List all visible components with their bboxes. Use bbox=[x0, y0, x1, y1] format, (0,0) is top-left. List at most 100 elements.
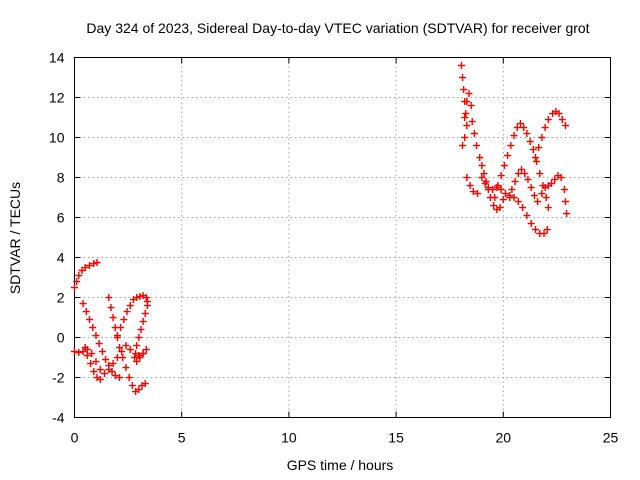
data-point-marker bbox=[463, 122, 471, 129]
data-point-marker bbox=[139, 350, 147, 357]
data-point-marker bbox=[530, 192, 538, 199]
data-point-marker bbox=[116, 374, 124, 381]
data-point-marker bbox=[561, 198, 569, 205]
data-point-marker bbox=[469, 188, 477, 195]
data-point-marker bbox=[460, 86, 468, 93]
y-tick-label: 4 bbox=[57, 250, 65, 266]
data-point-marker bbox=[111, 372, 119, 379]
data-point-marker bbox=[544, 204, 552, 211]
data-point-marker bbox=[542, 194, 550, 201]
data-point-marker bbox=[89, 324, 97, 331]
data-point-marker bbox=[79, 348, 87, 355]
data-point-marker bbox=[470, 130, 478, 137]
y-tick-label: 6 bbox=[57, 210, 65, 226]
data-point-marker bbox=[79, 300, 87, 307]
data-point-marker bbox=[465, 90, 473, 97]
data-point-marker bbox=[102, 356, 110, 363]
data-point-marker bbox=[87, 360, 95, 367]
data-point-marker bbox=[513, 124, 521, 131]
data-point-marker bbox=[478, 174, 486, 181]
data-point-marker bbox=[81, 264, 89, 271]
data-point-marker bbox=[83, 352, 91, 359]
data-point-marker bbox=[500, 162, 508, 169]
data-point-marker bbox=[92, 332, 100, 339]
data-point-marker bbox=[476, 154, 484, 161]
data-point-marker bbox=[481, 180, 489, 187]
data-point-marker bbox=[95, 340, 103, 347]
data-point-marker bbox=[119, 354, 127, 361]
data-point-marker bbox=[523, 130, 531, 137]
data-point-marker bbox=[531, 226, 539, 233]
data-point-marker bbox=[457, 62, 465, 69]
data-point-marker bbox=[462, 110, 470, 117]
data-point-marker bbox=[463, 98, 471, 105]
data-point-marker bbox=[473, 142, 480, 149]
data-point-marker bbox=[133, 342, 141, 349]
data-point-marker bbox=[132, 350, 140, 357]
data-point-marker bbox=[98, 348, 106, 355]
data-point-marker bbox=[139, 318, 147, 325]
data-point-marker bbox=[520, 124, 528, 131]
data-point-marker bbox=[113, 332, 121, 339]
data-point-marker bbox=[142, 346, 150, 353]
data-point-marker bbox=[461, 114, 469, 121]
data-point-marker bbox=[507, 142, 515, 149]
x-tick-label: 5 bbox=[178, 430, 186, 446]
data-point-marker bbox=[88, 350, 96, 357]
data-point-marker bbox=[92, 358, 100, 365]
data-point-marker bbox=[123, 308, 131, 315]
y-axis-label: SDTVAR / TECUs bbox=[7, 182, 23, 294]
grid-layer bbox=[74, 57, 611, 418]
data-point-marker bbox=[497, 172, 505, 179]
data-point-marker bbox=[71, 284, 78, 291]
data-point-marker bbox=[108, 368, 116, 375]
data-point-marker bbox=[90, 368, 98, 375]
data-point-marker bbox=[118, 348, 126, 355]
data-point-marker bbox=[524, 176, 532, 183]
data-point-marker bbox=[459, 142, 467, 149]
data-point-marker bbox=[478, 162, 486, 169]
data-point-marker bbox=[468, 118, 476, 125]
data-point-marker bbox=[501, 190, 509, 197]
data-point-marker bbox=[497, 186, 505, 193]
data-point-marker bbox=[128, 382, 136, 389]
y-tick-label: 14 bbox=[49, 50, 65, 66]
data-point-marker bbox=[538, 134, 546, 141]
data-point-marker bbox=[514, 170, 522, 177]
data-point-marker bbox=[126, 346, 134, 353]
data-point-marker bbox=[506, 194, 514, 201]
data-point-marker bbox=[75, 272, 83, 279]
data-point-marker bbox=[459, 74, 467, 81]
y-tick-label: -2 bbox=[52, 370, 65, 386]
data-point-marker bbox=[96, 366, 104, 373]
data-point-marker bbox=[467, 102, 475, 109]
x-tick-label: 10 bbox=[281, 430, 297, 446]
data-point-marker bbox=[126, 302, 134, 309]
data-point-marker bbox=[135, 386, 143, 393]
data-point-marker bbox=[71, 348, 78, 355]
data-point-marker bbox=[533, 158, 541, 165]
data-point-marker bbox=[551, 176, 559, 183]
data-point-marker bbox=[490, 202, 498, 209]
data-point-marker bbox=[508, 186, 516, 193]
data-point-marker bbox=[491, 194, 499, 201]
data-point-marker bbox=[541, 124, 549, 131]
data-point-marker bbox=[514, 198, 522, 205]
data-point-marker bbox=[136, 354, 144, 361]
data-point-marker bbox=[82, 308, 90, 315]
data-point-marker bbox=[75, 349, 83, 356]
data-point-marker bbox=[534, 198, 542, 205]
data-point-marker bbox=[519, 204, 527, 211]
chart-title: Day 324 of 2023, Sidereal Day-to-day VTE… bbox=[86, 20, 589, 36]
data-point-marker bbox=[93, 259, 101, 266]
data-point-marker bbox=[141, 380, 149, 387]
data-point-marker bbox=[527, 184, 535, 191]
data-points bbox=[71, 62, 571, 395]
data-point-marker bbox=[480, 170, 488, 177]
y-tick-label: 0 bbox=[57, 330, 65, 346]
data-point-marker bbox=[122, 364, 130, 371]
data-point-marker bbox=[141, 310, 149, 317]
data-point-marker bbox=[143, 302, 151, 309]
y-tick-label: -4 bbox=[52, 410, 65, 426]
data-point-marker bbox=[101, 370, 109, 377]
